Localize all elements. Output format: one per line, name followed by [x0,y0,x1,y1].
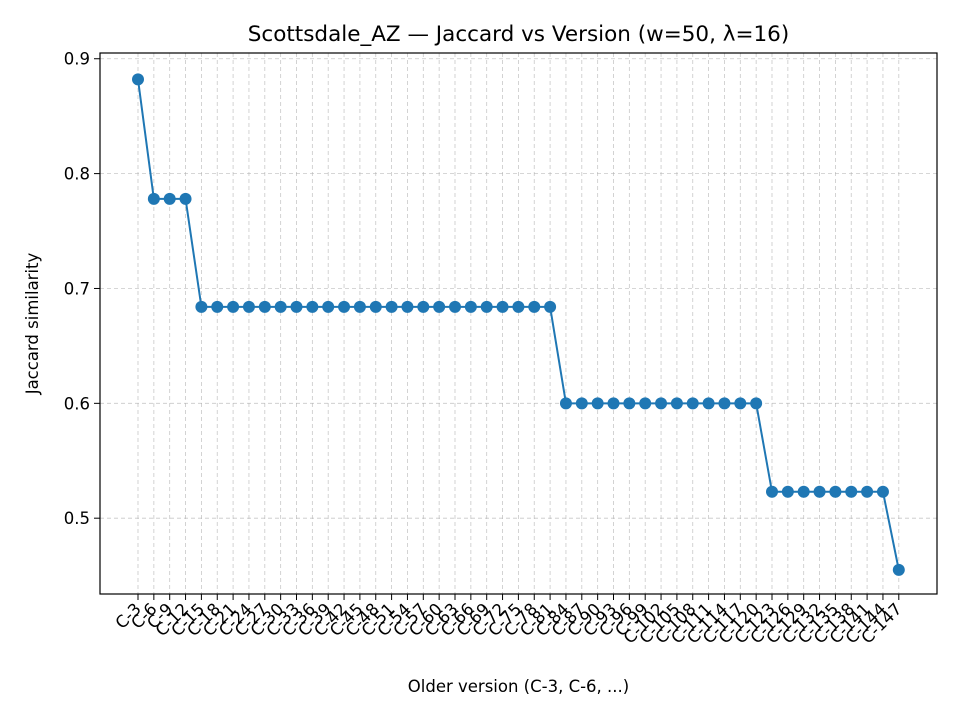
data-point [750,397,763,410]
y-tick-label: 0.7 [64,279,90,298]
y-tick-label: 0.8 [64,165,90,184]
data-point [623,397,636,410]
data-point [892,563,905,576]
data-point [433,300,446,313]
data-point [242,300,255,313]
data-point [274,300,287,313]
x-axis-ticks: C-3C-6C-9C-12C-15C-18C-21C-24C-27C-30C-3… [112,594,906,647]
y-tick-label: 0.6 [64,394,90,413]
data-point [147,192,160,205]
data-point [829,485,842,498]
data-point [876,485,889,498]
data-point [544,300,557,313]
data-point [766,485,778,498]
data-point [861,485,874,498]
x-axis-label: Older version (C-3, C-6, ...) [408,677,629,696]
data-point [401,300,414,313]
series [132,73,905,576]
data-point [702,397,715,410]
data-point [306,300,319,313]
data-point [734,397,747,410]
y-tick-label: 0.5 [64,509,90,528]
data-point [813,485,826,498]
axes-frame [99,52,938,595]
data-point [781,485,794,498]
data-point [639,397,652,410]
data-point [670,397,683,410]
data-point [512,300,525,313]
data-point [290,300,303,313]
data-point [258,300,271,313]
data-point [385,300,398,313]
data-point [655,397,668,410]
data-point [449,300,461,313]
data-point [464,300,477,313]
data-point [528,300,541,313]
y-axis-label: Jaccard similarity [23,252,42,395]
y-axis-ticks: 0.5 0.6 0.7 0.8 0.9 [64,50,100,528]
data-point [559,397,572,410]
data-point [718,397,731,410]
data-point [179,192,192,205]
data-point [417,300,430,313]
data-point [686,397,699,410]
grid [100,53,937,594]
data-point [797,485,810,498]
data-point [480,300,493,313]
y-tick-label: 0.9 [64,50,90,69]
data-point [496,300,509,313]
data-point [322,300,335,313]
data-point [132,73,144,86]
data-point [227,300,240,313]
data-point [607,397,620,410]
data-point [845,485,858,498]
data-point [195,300,208,313]
chart-title: Scottsdale_AZ — Jaccard vs Version (w=50… [248,22,790,47]
data-point [338,300,351,313]
data-point [575,397,588,410]
data-point [591,397,604,410]
data-point [211,300,224,313]
data-point [369,300,382,313]
data-point [163,192,176,205]
data-point [353,300,366,313]
